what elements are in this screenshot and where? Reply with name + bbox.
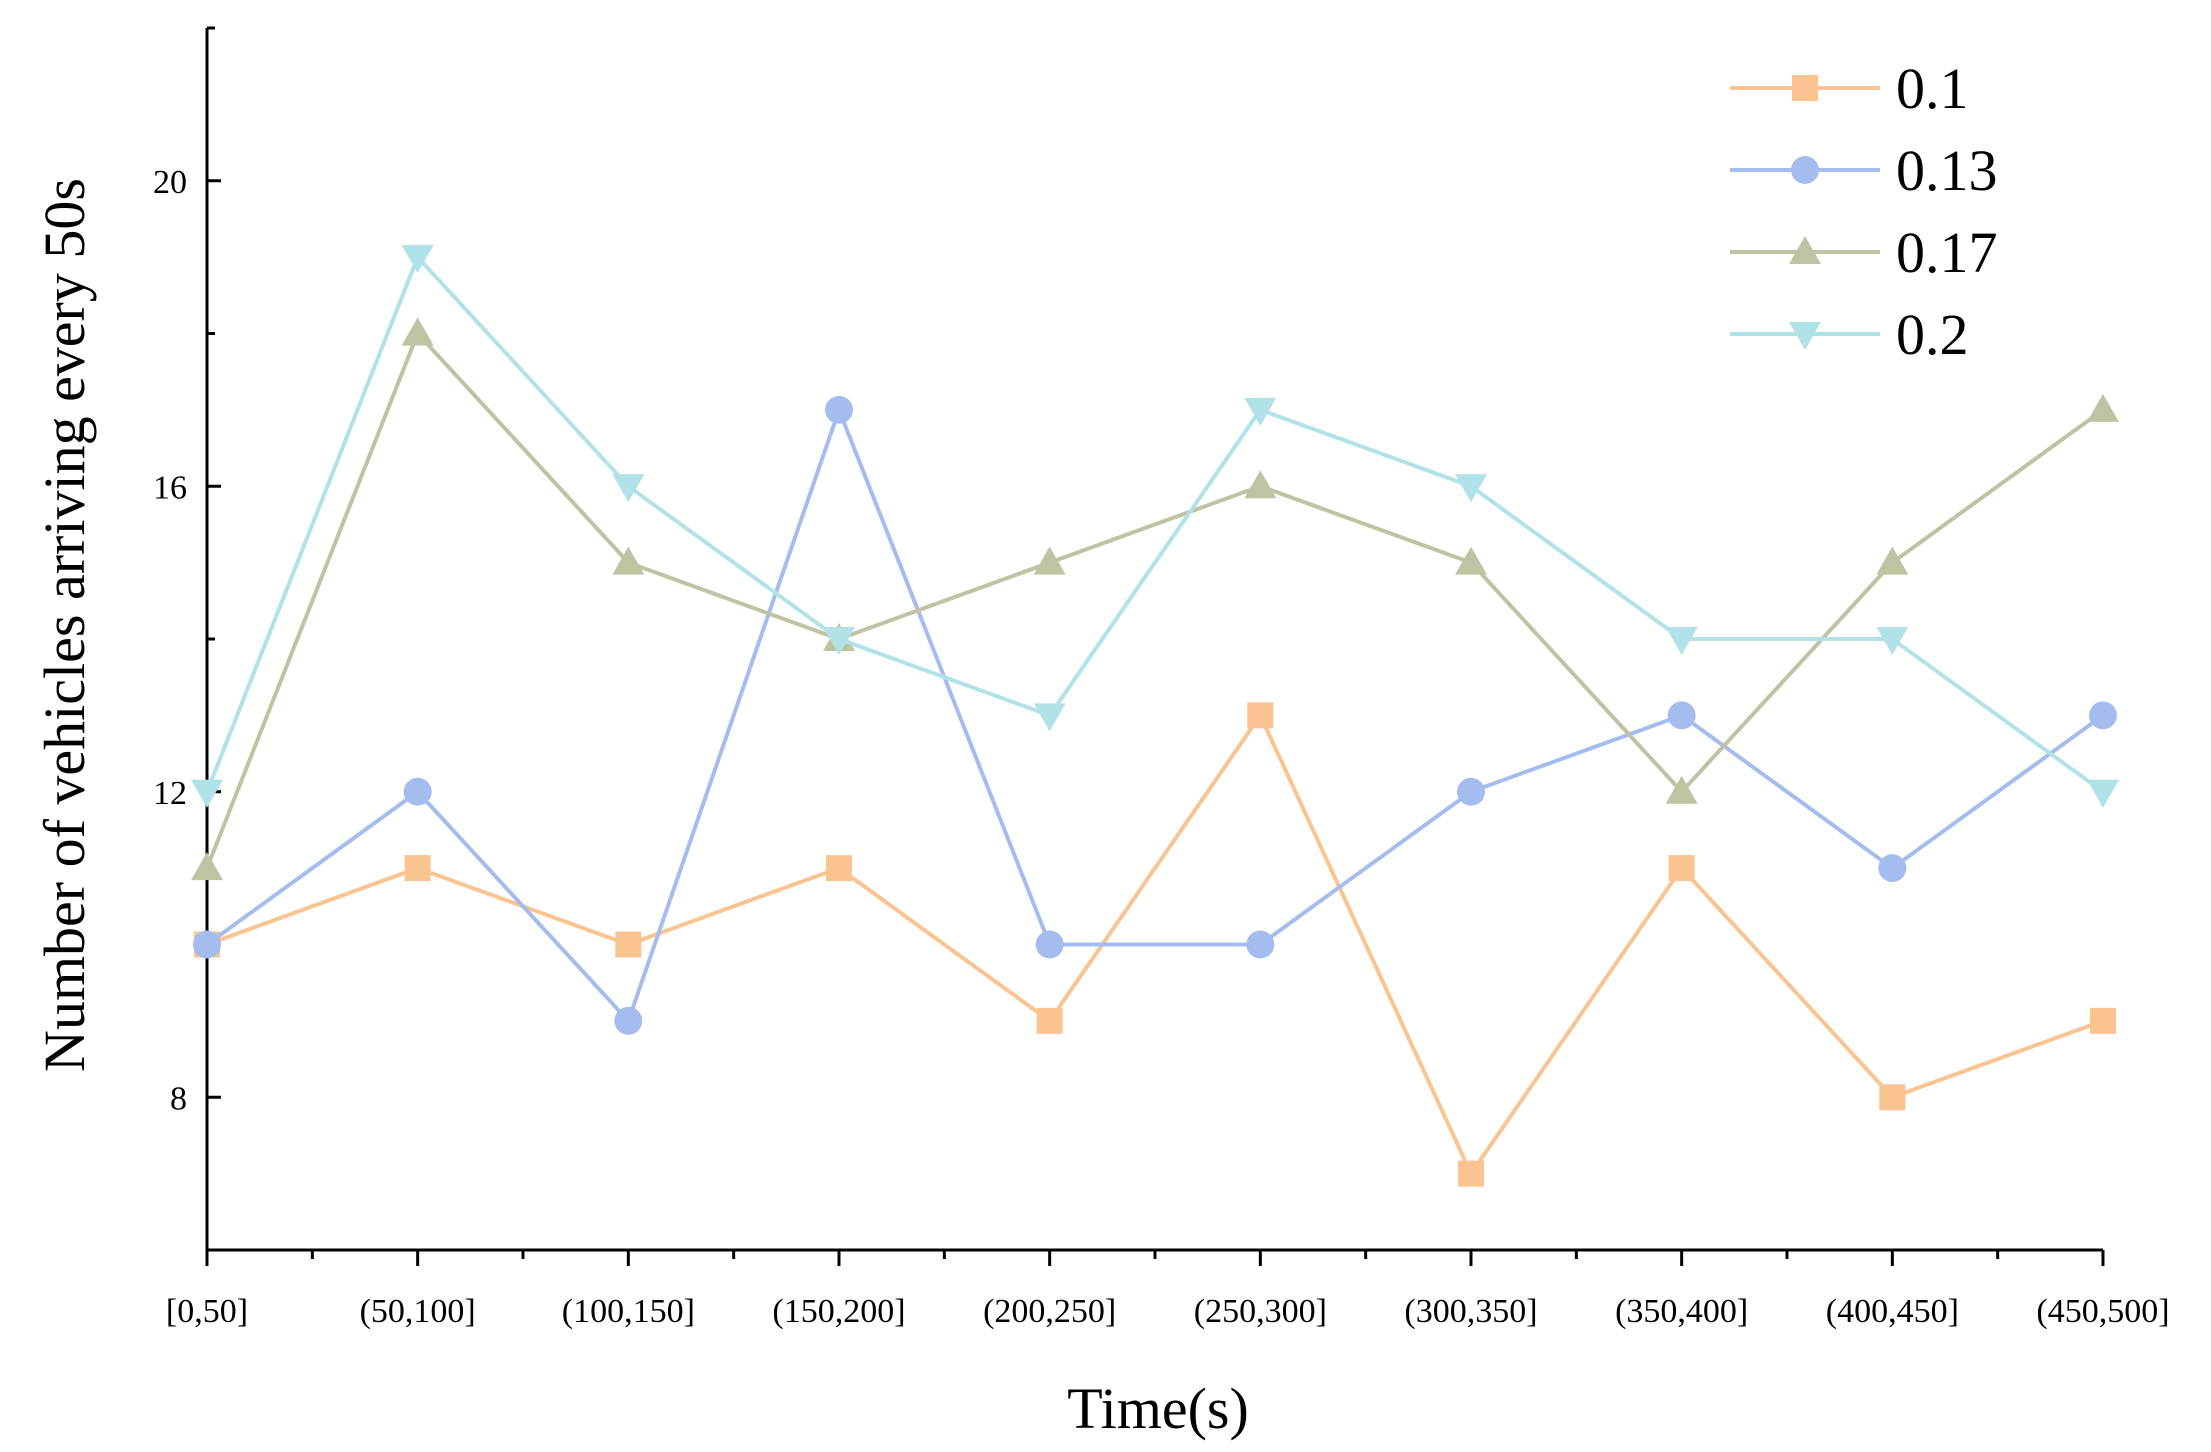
- data-point: [1246, 930, 1275, 959]
- data-point: [1876, 627, 1909, 655]
- series-line: [205, 255, 2105, 794]
- data-point: [1247, 702, 1274, 729]
- legend-marker: [1789, 236, 1821, 264]
- axes: 8 12 16 20 [0,50] (50,100] (100,150] (150,200] (…: [153, 26, 2170, 1330]
- x-tick-label: (350,400]: [1615, 1293, 1748, 1330]
- series-0.17: [191, 317, 2119, 881]
- data-point: [825, 395, 853, 424]
- x-tick-label: (400,450]: [1826, 1293, 1959, 1330]
- data-point: [1244, 470, 1277, 499]
- data-point: [1457, 777, 1485, 806]
- legend-label: 0.1: [1896, 56, 1969, 121]
- data-point: [2089, 701, 2117, 730]
- data-point: [403, 777, 432, 806]
- series-line: [205, 407, 2105, 1023]
- data-point: [2087, 779, 2119, 808]
- y-axis-title: Number of vehicles arriving every 50s: [32, 178, 97, 1072]
- x-tick-label: (150,200]: [772, 1293, 905, 1330]
- x-tick-label: (450,500]: [2036, 1293, 2169, 1330]
- x-tick-label: (100,150]: [562, 1293, 695, 1330]
- data-point: [401, 245, 434, 274]
- data-point: [1455, 474, 1487, 503]
- legend-item: 0.1: [1730, 56, 1969, 121]
- data-point: [1879, 1084, 1906, 1111]
- data-point: [2090, 1007, 2116, 1034]
- x-tick-label: (200,250]: [983, 1293, 1116, 1330]
- data-point: [823, 627, 855, 655]
- data-point: [1033, 703, 1066, 732]
- data-point: [193, 930, 221, 959]
- series-layer: [191, 245, 2119, 1187]
- x-axis-title: Time(s): [1067, 1376, 1249, 1441]
- data-point: [2087, 393, 2119, 422]
- legend-item: 0.17: [1730, 220, 1998, 285]
- legend-marker: [1789, 322, 1821, 350]
- y-tick-label: 16: [153, 469, 187, 506]
- series-line: [205, 331, 2105, 869]
- data-point: [404, 855, 431, 882]
- legend-item: 0.13: [1730, 138, 1998, 203]
- data-point: [612, 474, 645, 503]
- legend: 0.1 0.13 0.17 0.2: [1730, 56, 1998, 367]
- legend-label: 0.17: [1896, 220, 1998, 285]
- data-point: [191, 852, 223, 881]
- data-point: [1455, 546, 1487, 575]
- data-point: [826, 855, 852, 882]
- data-point: [1668, 855, 1695, 882]
- data-point: [1667, 701, 1696, 730]
- legend-marker: [1791, 156, 1819, 184]
- y-tick-label: 8: [170, 1080, 187, 1117]
- y-tick-label: 20: [153, 164, 187, 201]
- data-point: [1458, 1160, 1484, 1187]
- data-point: [401, 317, 434, 346]
- data-point: [1035, 930, 1064, 959]
- legend-item: 0.2: [1730, 302, 1969, 367]
- legend-label: 0.2: [1896, 302, 1969, 367]
- data-point: [1665, 627, 1698, 655]
- data-point: [1036, 1007, 1063, 1034]
- data-point: [1878, 854, 1907, 883]
- x-tick-label: (300,350]: [1404, 1293, 1537, 1330]
- y-tick-label: 12: [153, 775, 187, 812]
- x-tick-label: (50,100]: [360, 1293, 476, 1330]
- data-point: [1244, 397, 1277, 426]
- series-0.13: [193, 395, 2117, 1035]
- data-point: [191, 779, 223, 808]
- data-point: [612, 546, 645, 575]
- data-point: [615, 931, 642, 958]
- data-point: [1876, 546, 1909, 575]
- legend-marker: [1792, 75, 1818, 101]
- data-point: [1033, 546, 1066, 575]
- data-point: [1665, 775, 1698, 804]
- series-0.2: [191, 245, 2119, 808]
- legend-label: 0.13: [1896, 138, 1998, 203]
- data-point: [614, 1006, 643, 1035]
- x-tick-label: (250,300]: [1194, 1293, 1327, 1330]
- x-tick-label: [0,50]: [166, 1293, 248, 1330]
